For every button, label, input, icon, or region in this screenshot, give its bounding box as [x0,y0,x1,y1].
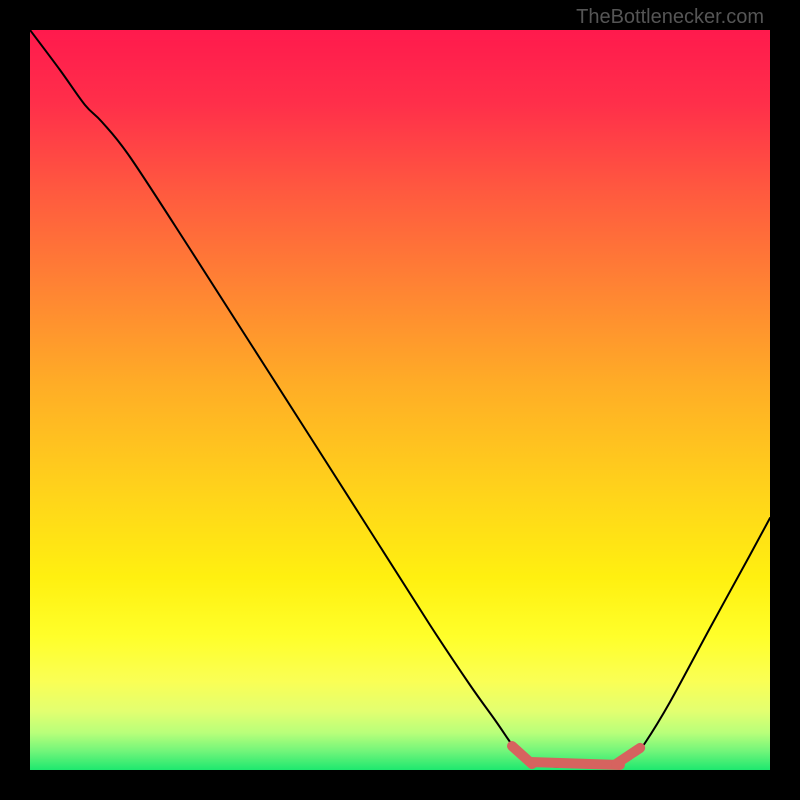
chart-frame [30,30,770,770]
watermark-text: TheBottlenecker.com [576,6,764,29]
bottleneck-curve [30,30,770,770]
